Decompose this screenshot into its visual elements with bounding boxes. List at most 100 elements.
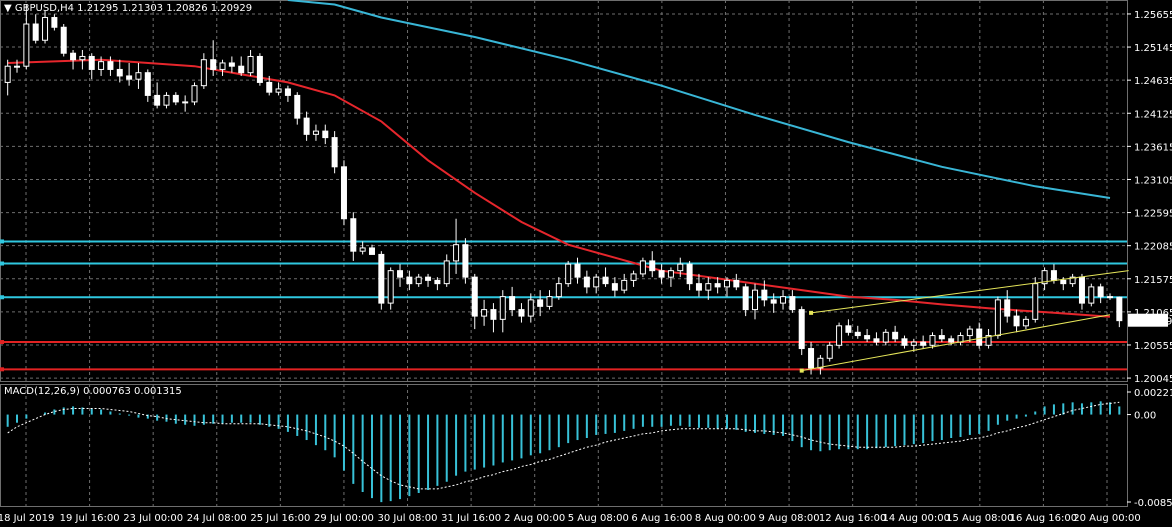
time-axis-label: 20 Aug 00:00	[1073, 513, 1140, 524]
price-axis-label: 1.24125	[1134, 109, 1172, 120]
time-axis-label: 18 Jul 2019	[0, 513, 54, 524]
candle-body	[228, 62, 235, 67]
candle-body	[1032, 283, 1039, 320]
candle-body	[1069, 276, 1076, 285]
candle-body	[322, 130, 329, 139]
candle-body	[555, 283, 562, 298]
candle-body	[378, 253, 385, 304]
candle-body	[397, 270, 404, 278]
candle-body	[1022, 318, 1029, 327]
candle-body	[593, 276, 600, 288]
candle-body	[88, 55, 95, 70]
candle-body	[387, 270, 394, 304]
candle-body	[453, 244, 460, 262]
candle-body	[639, 260, 646, 275]
level-handle[interactable]	[0, 239, 4, 244]
candle-body	[247, 55, 254, 74]
candle-body	[462, 244, 469, 278]
time-axis-label: 16 Aug 16:00	[1010, 513, 1077, 524]
candle-body	[481, 309, 488, 317]
candle-body	[705, 283, 712, 291]
macd-axis-label: -0.008582	[1134, 498, 1172, 509]
trendline-upper[interactable]	[810, 270, 1129, 314]
candle-body	[602, 276, 609, 285]
candle-body	[565, 263, 572, 285]
candle-body	[826, 344, 833, 359]
chart-header: ▼ GBPUSD,H4 1.21295 1.21303 1.20826 1.20…	[4, 3, 252, 14]
trendline-lower[interactable]	[801, 314, 1111, 372]
candle-body	[892, 331, 899, 340]
trendline-upper-handle[interactable]	[809, 310, 814, 315]
candle-body	[808, 348, 815, 369]
price-axis-label: 1.20045	[1134, 374, 1172, 385]
candle-body	[200, 59, 207, 87]
candle-body	[116, 68, 123, 77]
candle-body	[79, 55, 86, 61]
macd-name: MACD(12,26,9)	[4, 386, 80, 397]
candle-body	[667, 270, 674, 278]
candle-body	[256, 55, 263, 83]
candle-body	[985, 335, 992, 346]
candle-body	[1078, 276, 1085, 304]
time-axis-label: 19 Jul 16:00	[60, 513, 120, 524]
macd-panel-frame	[0, 384, 1128, 507]
candle-body	[163, 94, 170, 106]
current-price-label: 1.20929	[1131, 317, 1172, 328]
time-axis-label: 15 Aug 08:00	[946, 513, 1013, 524]
candle-body	[686, 263, 693, 285]
main-panel-frame	[0, 0, 1128, 382]
candle-body	[490, 309, 497, 320]
candle-body	[434, 279, 441, 285]
candle-body	[499, 296, 506, 320]
candle-body	[789, 296, 796, 311]
candle-body	[219, 62, 226, 70]
ma-slow-line	[287, 0, 1111, 199]
macd-axis-label: 0.00	[1134, 411, 1156, 422]
price-axis-label: 1.20555	[1134, 341, 1172, 352]
level-handle[interactable]	[0, 340, 4, 345]
candle-body	[836, 325, 843, 346]
candle-body	[368, 247, 375, 255]
macd-values: 0.000763 0.001315	[83, 386, 182, 397]
time-axis-label: 24 Jul 08:00	[187, 513, 247, 524]
candle-body	[210, 59, 217, 70]
candle-body	[266, 81, 273, 93]
trendline-lower-handle[interactable]	[799, 368, 804, 373]
candle-body	[238, 65, 245, 74]
candle-body	[4, 65, 11, 83]
candle-body	[527, 299, 534, 317]
candle-body	[191, 85, 198, 103]
candle-body	[583, 276, 590, 288]
price-axis-label: 1.23615	[1134, 142, 1172, 153]
symbol-label: GBPUSD,H4	[14, 3, 74, 14]
candle-body	[1116, 296, 1123, 322]
candle-body	[350, 218, 357, 252]
candle-body	[425, 276, 432, 281]
ohlc-values: 1.21295 1.21303 1.20826 1.20929	[77, 3, 253, 14]
candle-body	[864, 335, 871, 340]
candle-body	[901, 338, 908, 346]
level-handle[interactable]	[0, 261, 4, 266]
level-handle[interactable]	[0, 367, 4, 372]
level-handle[interactable]	[0, 295, 4, 300]
macd-axis-label: 0.002215	[1134, 388, 1172, 399]
time-axis-label: 8 Aug 00:00	[695, 513, 756, 524]
candle-body	[929, 335, 936, 346]
candle-body	[752, 289, 759, 311]
candle-body	[537, 299, 544, 307]
time-axis-label: 25 Jul 16:00	[250, 513, 310, 524]
time-axis-label: 31 Jul 16:00	[441, 513, 501, 524]
collapse-arrow-icon[interactable]: ▼	[4, 3, 12, 14]
time-axis-label: 14 Aug 00:00	[883, 513, 950, 524]
candle-body	[920, 341, 927, 346]
candle-body	[42, 17, 49, 41]
candle-body	[51, 17, 58, 28]
candle-body	[1088, 286, 1095, 304]
candle-body	[406, 276, 413, 285]
candle-body	[714, 283, 721, 288]
candle-body	[761, 289, 768, 301]
macd-signal-line	[7, 401, 1120, 490]
candle-body	[172, 94, 179, 103]
candle-body	[1004, 299, 1011, 317]
